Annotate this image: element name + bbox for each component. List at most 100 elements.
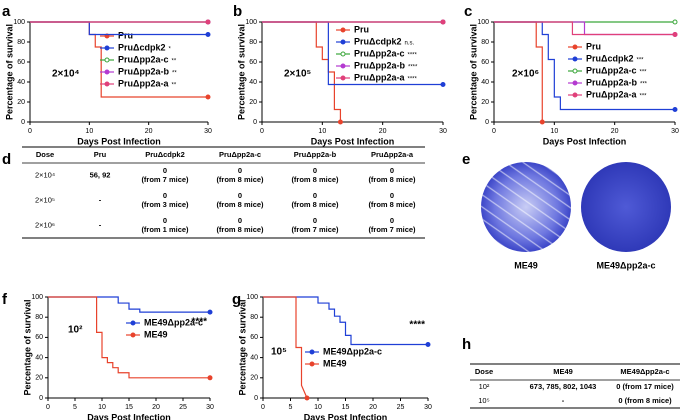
- legend-label: ME49Δpp2a-c: [323, 346, 382, 356]
- legend-label: PruΔpp2a-b: [586, 77, 637, 87]
- y-axis-label: Percentage of survival: [236, 24, 246, 120]
- table: Dose Pru PruΔcdpk2 PruΔpp2a-c PruΔpp2a-b PruΔ…: [22, 146, 425, 239]
- y-tick-label: 20: [35, 375, 43, 382]
- x-axis-label: Days Post Infection: [87, 412, 171, 420]
- legend-label: PruΔpp2a-c: [118, 54, 168, 64]
- table-cell: 0: [163, 216, 167, 225]
- x-tick-label: 10: [85, 128, 93, 135]
- survival-chart: 0 20 40 60 80 100 0 5 10 15 20 25 30 Days Post Infect…: [22, 294, 214, 420]
- panel-label: h: [462, 336, 471, 353]
- y-tick-label: 80: [481, 39, 489, 46]
- dose-label: 10²: [68, 325, 83, 336]
- table-cell: 0 (from 8 mice): [618, 396, 672, 405]
- legend-label: PruΔpp2a-c: [586, 65, 636, 75]
- censor-marker: [672, 107, 678, 112]
- table-cell: 0: [163, 191, 167, 200]
- plaque-pattern: [481, 162, 571, 252]
- table-cell: (from 8 mice): [291, 200, 339, 209]
- y-tick-label: 80: [249, 39, 257, 46]
- legend-marker: [130, 320, 136, 326]
- legend-label: ME49: [323, 358, 347, 368]
- x-tick-label: 15: [125, 404, 133, 411]
- y-axis-label: Percentage of survival: [237, 299, 247, 395]
- panel-label: b: [233, 3, 242, 20]
- x-tick-label: 25: [179, 404, 187, 411]
- x-tick-label: 20: [369, 404, 377, 411]
- table-cell: (from 7 mice): [291, 225, 339, 234]
- legend-significance: ****: [407, 53, 417, 59]
- table-cell: 56, 92: [90, 170, 111, 179]
- legend-significance: **: [172, 71, 177, 77]
- x-tick-label: 0: [46, 404, 50, 411]
- legend-marker: [340, 39, 346, 45]
- legend-significance: ****: [407, 77, 417, 83]
- x-tick-label: 5: [73, 404, 77, 411]
- legend-significance: **: [171, 83, 176, 89]
- x-tick-label: 0: [492, 128, 496, 135]
- table-header: PruΔpp2a-b: [294, 150, 337, 159]
- survival-chart: 0 20 40 60 80 100 0 10 20 30 Days Post Infection Pe…: [468, 19, 679, 147]
- y-tick-label: 80: [250, 314, 258, 321]
- legend-label: PruΔpp2a-c: [354, 48, 404, 58]
- x-tick-label: 30: [671, 128, 679, 135]
- table-cell: -: [99, 195, 102, 204]
- table-cell: (from 8 mice): [368, 200, 416, 209]
- legend-significance: ***: [636, 58, 644, 64]
- table: Dose ME49 ME49Δpp2a-c 10² 673, 785, 802, 104…: [470, 363, 680, 409]
- table-cell: 2×10⁶: [35, 220, 55, 229]
- censor-marker: [205, 19, 211, 25]
- x-tick-label: 20: [145, 128, 153, 135]
- censor-marker: [539, 119, 545, 125]
- censor-marker: [337, 119, 343, 125]
- legend-significance: n.s.: [404, 41, 414, 47]
- y-tick-label: 0: [485, 119, 489, 126]
- x-tick-label: 10: [98, 404, 106, 411]
- legend-marker: [309, 349, 315, 355]
- plaque-images: ME49 ME49Δpp2a-c: [481, 162, 671, 270]
- legend-label: ME49: [144, 329, 168, 339]
- y-tick-label: 40: [481, 79, 489, 86]
- survival-chart: 0 20 40 60 80 100 0 5 10 15 20 25 30 Days Post Infect…: [237, 294, 432, 420]
- x-tick-label: 20: [152, 404, 160, 411]
- table-cell: -: [562, 396, 565, 405]
- significance-annotation: ****: [191, 317, 207, 328]
- y-tick-label: 20: [481, 99, 489, 106]
- legend-marker: [340, 63, 346, 69]
- panel-label: d: [2, 151, 11, 168]
- legend-marker: [104, 81, 110, 87]
- legend-label: PruΔcdpk2: [118, 42, 165, 52]
- dose-label: 2×10⁶: [512, 69, 539, 80]
- legend-label: PruΔpp2a-b: [118, 66, 169, 76]
- y-tick-label: 60: [17, 59, 25, 66]
- y-tick-label: 40: [17, 79, 25, 86]
- legend-marker: [340, 75, 346, 81]
- dose-label: 2×10⁴: [52, 69, 80, 80]
- table-cell: (from 8 mice): [216, 200, 264, 209]
- legend-marker: [104, 57, 110, 63]
- dose-label: 10⁵: [271, 347, 287, 358]
- table-cell: -: [99, 220, 102, 229]
- y-tick-label: 100: [477, 19, 489, 26]
- censor-marker: [207, 375, 213, 381]
- legend-significance: *: [168, 47, 171, 53]
- x-tick-label: 30: [424, 404, 432, 411]
- y-tick-label: 0: [21, 119, 25, 126]
- y-tick-label: 0: [39, 395, 43, 402]
- x-axis-label: Days Post Infection: [77, 136, 161, 146]
- table-cell: 0: [238, 216, 242, 225]
- survival-chart: 0 20 40 60 80 100 0 10 20 30 Days Post Infection Pe…: [4, 19, 212, 147]
- legend-label: Pru: [354, 24, 369, 34]
- table-cell: 0: [313, 166, 317, 175]
- legend-label: PruΔpp2a-a: [354, 72, 405, 82]
- table-cell: 673, 785, 802, 1043: [530, 382, 597, 391]
- x-tick-label: 25: [397, 404, 405, 411]
- legend-marker: [309, 361, 315, 367]
- legend-label: ME49Δpp2a-c: [144, 317, 203, 327]
- legend-significance: **: [171, 59, 176, 65]
- x-tick-label: 0: [28, 128, 32, 135]
- table-header: Dose: [36, 150, 54, 159]
- table-header: ME49: [553, 367, 573, 376]
- legend-label: Pru: [118, 30, 133, 40]
- table-cell: 0: [390, 191, 394, 200]
- y-tick-label: 40: [250, 354, 258, 361]
